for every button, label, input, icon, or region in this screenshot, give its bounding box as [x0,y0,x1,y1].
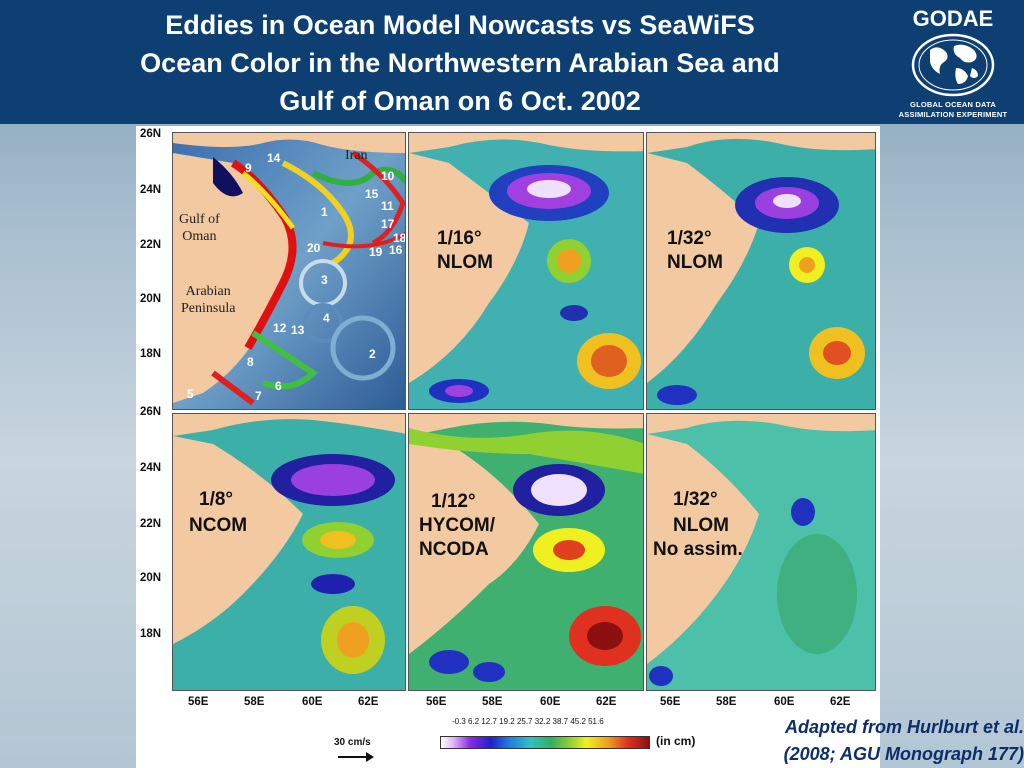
y-tick: 24N [140,184,162,196]
label-arabian-peninsula: Arabian Peninsula [181,284,236,316]
panel-label-line2: NLOM [673,515,729,536]
slide-title: Eddies in Ocean Model Nowcasts vs SeaWiF… [140,10,780,116]
seawifs-map [173,133,405,409]
x-tick: 60E [302,696,323,708]
x-tick: 58E [716,696,737,708]
panel-label-line2: NCOM [189,515,248,536]
panel-label-line1: 1/32° [673,489,718,510]
nlom-no-assim-map [647,414,875,690]
panel-label-line1: 1/8° [199,489,234,510]
label-iran: Iran [345,148,368,163]
credit-text: Adapted from Hurlburt et al. (2008; AGU … [783,717,1024,764]
x-tick: 62E [358,696,379,708]
y-tick: 26N [140,406,162,418]
nlom-1-32-panel: 1/32° NLOM [646,132,876,410]
eddy-number: 14 [267,151,281,165]
eddy-number: 7 [255,389,262,403]
x-tick: 56E [426,696,447,708]
eddy-number: 5 [187,387,194,401]
eddy-number: 19 [369,245,383,259]
colorbar [440,736,650,749]
arrow-right-icon [338,752,374,762]
y-tick: 18N [140,348,162,360]
ncom-map [173,414,405,690]
x-tick: 62E [596,696,617,708]
eddy-number: 9 [245,161,252,175]
eddy-number: 4 [323,311,330,325]
eddy-figure: 26N 24N 22N 20N 18N 26N 24N 22N 20N 18N [136,126,880,768]
nlom-1-16-panel: 1/16° NLOM [408,132,644,410]
panel-label-line3: No assim. [653,539,743,560]
eddy-number: 17 [381,217,395,231]
hycom-map [409,414,643,690]
x-tick: 56E [188,696,209,708]
ncom-panel: 1/8° NCOM [172,413,406,691]
colorbar-values: -0.3 6.2 12.7 19.2 25.7 32.2 38.7 45.2 5… [452,717,604,726]
y-tick: 24N [140,462,162,474]
nlom-no-assim-panel: 1/32° NLOM No assim. [646,413,876,691]
y-tick: 20N [140,572,162,584]
panel-label-line3: NCODA [419,539,489,560]
globe-icon [911,33,995,97]
panel-label-line1: 1/16° [437,228,482,249]
y-tick: 18N [140,628,162,640]
y-tick: 26N [140,128,162,140]
x-tick: 62E [830,696,851,708]
seawifs-panel: 9 14 10 15 11 1 17 18 20 19 16 3 4 12 13… [172,132,406,410]
eddy-number: 18 [393,231,406,245]
nlom-1-32-map [647,133,875,409]
colorbar-unit: (in cm) [656,734,696,748]
nlom-1-16-map [409,133,643,409]
eddy-number: 13 [291,323,305,337]
x-tick: 60E [774,696,795,708]
x-tick: 58E [244,696,265,708]
vector-scale-label: 30 cm/s [334,737,371,748]
x-tick: 56E [660,696,681,708]
y-tick: 22N [140,518,162,530]
x-tick: 58E [482,696,503,708]
eddy-number: 16 [389,243,403,257]
x-tick: 60E [540,696,561,708]
logo-name: GODAE [912,6,994,31]
eddy-number: 11 [381,199,394,213]
eddy-number: 12 [273,321,287,335]
title-banner: Eddies in Ocean Model Nowcasts vs SeaWiF… [0,0,1024,124]
eddy-number: 15 [365,187,379,201]
label-gulf-of-oman: Gulf of Oman [179,212,220,244]
logo-subtitle-2: ASSIMILATION EXPERIMENT [898,110,1008,119]
y-tick: 22N [140,239,162,251]
panel-label-line2: NLOM [437,252,493,273]
panel-label-line2: NLOM [667,252,723,273]
eddy-number: 3 [321,273,328,287]
panel-label-line2: HYCOM/ [419,515,495,536]
eddy-number: 10 [381,169,395,183]
eddy-number: 8 [247,355,254,369]
eddy-number: 1 [321,205,328,219]
logo-subtitle-1: GLOBAL OCEAN DATA [910,100,996,109]
panel-label-line1: 1/32° [667,228,712,249]
y-tick: 20N [140,293,162,305]
eddy-number: 2 [369,347,376,361]
eddy-number: 20 [307,241,321,255]
panel-label-line1: 1/12° [431,491,476,512]
hycom-panel: 1/12° HYCOM/ NCODA [408,413,644,691]
eddy-number: 6 [275,379,282,393]
godae-logo: GODAE GLOBAL OCEAN DATA ASSIMILATION EXP… [888,6,1018,119]
